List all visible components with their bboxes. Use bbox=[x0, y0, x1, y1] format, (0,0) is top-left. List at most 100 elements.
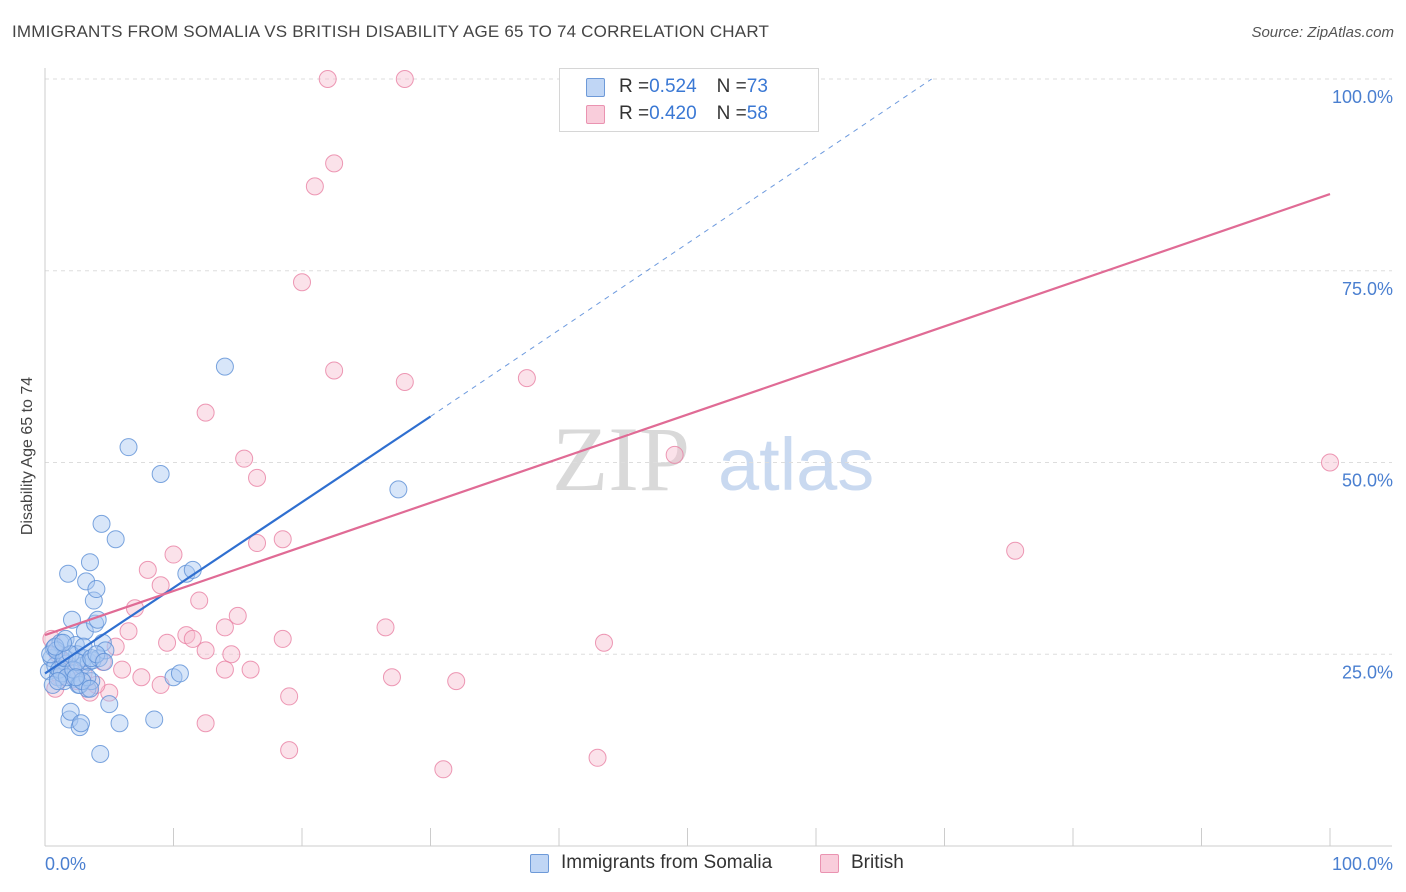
british-point bbox=[113, 660, 132, 679]
somalia-point bbox=[66, 668, 85, 687]
legend-row-british: R = 0.420 N = 58 bbox=[586, 102, 768, 126]
british-point bbox=[594, 633, 613, 652]
british-point bbox=[196, 641, 215, 660]
x-tick-label-min: 0.0% bbox=[45, 854, 86, 874]
somalia-point bbox=[71, 714, 90, 733]
somalia-point bbox=[87, 580, 106, 599]
british-point bbox=[447, 672, 466, 691]
somalia-point bbox=[106, 530, 125, 549]
stats-legend: R = 0.524 N = 73 R = 0.420 N = 58 bbox=[559, 68, 819, 132]
british-point bbox=[138, 560, 157, 579]
british-point bbox=[318, 70, 337, 88]
somalia-point bbox=[151, 465, 170, 484]
legend-row-somalia: R = 0.524 N = 73 bbox=[586, 75, 768, 99]
legend-swatch-british bbox=[586, 104, 605, 124]
british-point bbox=[151, 576, 170, 595]
british-point bbox=[280, 741, 299, 760]
british-point bbox=[434, 760, 453, 779]
somalia-point bbox=[68, 652, 87, 671]
chart-title: IMMIGRANTS FROM SOMALIA VS BRITISH DISAB… bbox=[12, 22, 770, 41]
somalia-point bbox=[119, 438, 138, 457]
watermark: ZIP atlas bbox=[552, 408, 874, 510]
bottom-legend-swatch-british bbox=[820, 853, 839, 873]
y-tick-label-100: 100.0% bbox=[1332, 87, 1393, 107]
somalia-point bbox=[80, 679, 99, 698]
series-british bbox=[42, 70, 1339, 779]
british-point bbox=[273, 629, 292, 648]
somalia-point bbox=[77, 572, 96, 591]
somalia-point bbox=[80, 553, 99, 572]
trendline-somalia bbox=[44, 415, 432, 675]
bottom-legend-label-somalia: Immigrants from Somalia bbox=[561, 852, 773, 873]
y-tick-label-25: 25.0% bbox=[1342, 662, 1393, 682]
somalia-point bbox=[75, 622, 94, 641]
legend-r-label: R = bbox=[619, 76, 650, 97]
somalia-point bbox=[84, 591, 103, 610]
somalia-point bbox=[95, 652, 114, 671]
british-point bbox=[517, 369, 536, 388]
british-point bbox=[164, 545, 183, 564]
y-tick-label-50: 50.0% bbox=[1342, 471, 1393, 491]
british-point bbox=[273, 530, 292, 549]
british-point bbox=[1321, 453, 1339, 472]
somalia-point bbox=[100, 695, 119, 714]
somalia-point bbox=[170, 664, 189, 683]
watermark-atlas: atlas bbox=[718, 423, 874, 506]
source-credit: Source: ZipAtlas.com bbox=[1251, 24, 1394, 41]
bottom-legend-british: British bbox=[820, 852, 904, 874]
british-point bbox=[215, 660, 234, 679]
legend-swatch-somalia bbox=[586, 77, 605, 97]
british-point bbox=[248, 534, 267, 553]
legend-n-label: N = bbox=[716, 76, 747, 97]
legend-n-label: N = bbox=[716, 103, 747, 124]
british-point bbox=[196, 714, 215, 733]
british-point bbox=[325, 154, 344, 173]
somalia-point bbox=[91, 744, 110, 763]
somalia-point bbox=[87, 645, 106, 664]
bottom-legend-label-british: British bbox=[851, 852, 904, 873]
x-tick-label-max: 100.0% bbox=[1332, 854, 1393, 874]
british-point bbox=[196, 403, 215, 422]
somalia-point bbox=[48, 672, 67, 691]
british-point bbox=[280, 687, 299, 706]
british-point bbox=[305, 177, 324, 196]
somalia-point bbox=[145, 710, 164, 729]
british-point bbox=[395, 70, 414, 88]
somalia-point bbox=[110, 714, 129, 733]
british-point bbox=[132, 668, 151, 687]
bottom-legend-somalia: Immigrants from Somalia bbox=[530, 852, 772, 874]
british-point bbox=[665, 445, 684, 464]
british-point bbox=[158, 633, 177, 652]
british-point bbox=[1006, 541, 1025, 560]
trendline-british bbox=[44, 193, 1331, 637]
legend-r-value: 0.420 bbox=[649, 103, 697, 124]
british-point bbox=[183, 629, 202, 648]
legend-n-value: 58 bbox=[746, 103, 768, 124]
legend-n-value: 73 bbox=[746, 76, 768, 97]
somalia-point bbox=[215, 357, 234, 376]
british-point bbox=[248, 468, 267, 487]
british-point bbox=[228, 606, 247, 625]
y-tick-labels: 25.0% 50.0% 75.0% 100.0% bbox=[1332, 87, 1393, 682]
somalia-point bbox=[60, 710, 79, 729]
grid-lines bbox=[45, 78, 1392, 655]
british-point bbox=[119, 622, 138, 641]
british-point bbox=[376, 618, 395, 637]
somalia-point bbox=[96, 641, 115, 660]
series-somalia bbox=[39, 357, 408, 763]
bottom-legend-swatch-somalia bbox=[530, 853, 549, 873]
british-point bbox=[588, 748, 607, 767]
trend-lines bbox=[44, 78, 1331, 675]
x-ticks bbox=[173, 828, 1331, 846]
somalia-point bbox=[92, 514, 111, 533]
british-point bbox=[241, 660, 260, 679]
trendline-somalia-extension bbox=[430, 78, 932, 417]
legend-r-value: 0.524 bbox=[649, 76, 697, 97]
british-point bbox=[235, 449, 254, 468]
british-point bbox=[325, 361, 344, 380]
legend-r-label: R = bbox=[619, 103, 650, 124]
british-point bbox=[190, 591, 209, 610]
british-point bbox=[382, 668, 401, 687]
y-tick-label-75: 75.0% bbox=[1342, 279, 1393, 299]
